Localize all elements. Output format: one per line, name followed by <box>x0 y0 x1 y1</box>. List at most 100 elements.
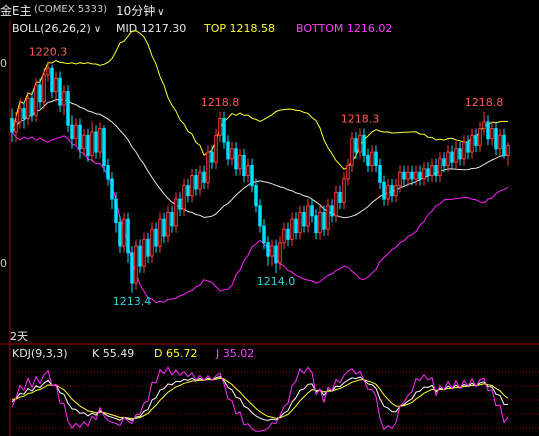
chevron-down-icon[interactable]: ∨ <box>93 24 102 35</box>
candle-body <box>494 128 498 150</box>
boll-legend: BOLL(26,26,2) ∨ <box>12 22 101 35</box>
candle-body <box>14 121 18 133</box>
candle-body <box>238 154 242 170</box>
candle-body <box>42 74 46 103</box>
candle-body <box>18 107 22 123</box>
candle-body <box>234 148 238 170</box>
candle-body <box>506 144 510 156</box>
candle-body <box>482 121 486 130</box>
candle-body <box>58 77 62 106</box>
candle-body <box>210 151 214 163</box>
candle-body <box>138 245 142 267</box>
candle-body <box>394 185 398 197</box>
candle-body <box>162 218 166 237</box>
candle-body <box>186 185 190 197</box>
candle-body <box>202 171 206 183</box>
candle-body <box>26 97 30 120</box>
candle-body <box>30 97 34 116</box>
candle-body <box>22 107 26 120</box>
candle-body <box>422 168 426 180</box>
candle-body <box>326 205 330 230</box>
boll-top-value: TOP 1218.58 <box>204 22 275 35</box>
candle-body <box>358 134 362 153</box>
candle-body <box>478 128 482 146</box>
candle-body <box>278 242 282 264</box>
candle-body <box>426 168 430 177</box>
candle-body <box>362 134 366 156</box>
candle-body <box>286 228 290 240</box>
candle-body <box>62 91 66 106</box>
kdj-d-value: D 65.72 <box>154 347 198 360</box>
candle-body <box>330 205 334 217</box>
candle-body <box>450 151 454 163</box>
price-annotation: 1220.3 <box>29 45 68 58</box>
candle-body <box>90 131 94 156</box>
boll-label: BOLL(26,26,2) <box>12 22 91 35</box>
candle-body <box>302 211 306 227</box>
candle-body <box>142 238 146 267</box>
candle-body <box>174 198 178 227</box>
price-annotation: 1218.8 <box>465 96 504 109</box>
candle-body <box>242 154 246 177</box>
candle-body <box>486 121 490 140</box>
candle-body <box>438 158 442 177</box>
candle-body <box>246 165 250 177</box>
period-selector[interactable]: 10分钟 ∨ <box>116 2 165 19</box>
candle-body <box>390 185 394 197</box>
candle-body <box>218 118 222 136</box>
candle-body <box>150 228 154 257</box>
candle-body <box>342 178 346 203</box>
price-annotation: 1214.0 <box>257 275 296 288</box>
candle-body <box>414 171 418 180</box>
candle-body <box>442 158 446 167</box>
candle-body <box>298 211 302 234</box>
candle-body <box>130 252 134 284</box>
candle-body <box>126 218 130 254</box>
candle-body <box>282 228 286 244</box>
y-axis-tick: 0 <box>0 257 7 270</box>
candle-body <box>38 84 42 103</box>
candle-body <box>170 211 174 227</box>
candle-body <box>198 171 202 190</box>
boll-bottom-value: BOTTOM 1216.02 <box>296 22 393 35</box>
candle-body <box>54 77 58 93</box>
boll-bottom-line <box>11 131 509 304</box>
candle-body <box>182 185 186 210</box>
candle-body <box>314 215 318 234</box>
candle-body <box>402 171 406 180</box>
candle-body <box>74 124 78 140</box>
candle-body <box>10 118 14 133</box>
candle-body <box>66 91 70 126</box>
candle-body <box>294 218 298 234</box>
kdj-label: KDJ(9,3,3) <box>12 347 68 360</box>
candle-body <box>250 165 254 187</box>
candle-body <box>274 245 278 264</box>
price-annotation: 1218.3 <box>341 113 380 126</box>
candle-body <box>50 67 54 93</box>
candle-body <box>214 134 218 163</box>
price-annotation: 1218.8 <box>201 96 240 109</box>
candle-body <box>82 134 86 150</box>
instrument-title: 金E主 <box>0 4 32 18</box>
candle-body <box>94 131 98 153</box>
candle-body <box>490 128 494 140</box>
kdj-j-value: J 35.02 <box>216 347 255 360</box>
candle-body <box>434 165 438 177</box>
candle-body <box>470 134 474 153</box>
candle-body <box>322 211 326 230</box>
boll-top-line <box>11 30 509 170</box>
candle-body <box>154 228 158 247</box>
candle-body <box>254 185 258 207</box>
y-axis-tick: 0 <box>0 57 7 70</box>
candle-body <box>258 205 262 227</box>
days-label: 2天 <box>10 330 28 343</box>
candle-body <box>338 191 342 203</box>
chevron-down-icon: ∨ <box>157 7 165 18</box>
candle-body <box>290 218 294 240</box>
candle-body <box>410 171 414 180</box>
candle-body <box>270 245 274 257</box>
candle-body <box>458 148 462 160</box>
candle-body <box>466 141 470 153</box>
candle-body <box>34 84 38 116</box>
candle-body <box>226 141 230 160</box>
